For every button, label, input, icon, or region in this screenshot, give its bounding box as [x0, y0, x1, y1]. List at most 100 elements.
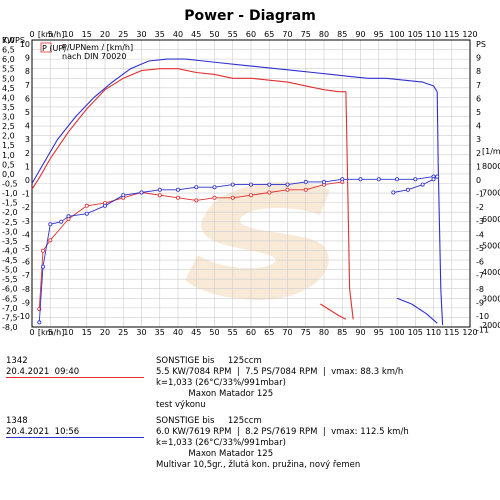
series-1348-rpm-point	[66, 214, 71, 219]
x-tick-label-bottom: 90	[355, 328, 365, 337]
x-tick-label-top: 95	[374, 30, 384, 39]
legend-header-unit: P/UPNem / [km/h]	[62, 43, 133, 52]
kw-tick-label: -7,0	[2, 304, 18, 313]
x-tick-label-bottom: 50	[209, 328, 219, 337]
x-tick-label-top: 110	[426, 30, 441, 39]
x-tick-label-bottom: 85	[337, 328, 347, 337]
legend-header-norm: nach DIN 70020	[62, 52, 126, 61]
series-1348-rpm-point	[212, 185, 217, 190]
rpm-tick-label: 8000	[482, 162, 500, 171]
ps-tick-label-right: -1	[476, 190, 484, 199]
x-tick-label-top: 65	[264, 30, 274, 39]
x-tick-label-bottom: 75	[301, 328, 311, 337]
axis-labels: 0055101015152020252530303535404045455050…	[2, 30, 500, 337]
x-tick-label-bottom: 0	[29, 328, 34, 337]
legend-header-p: P (UP)	[42, 44, 66, 53]
kw-tick-label: -2,5	[2, 218, 18, 227]
x-tick-label-top: 5	[48, 30, 53, 39]
series-1348-rpm-point	[230, 182, 235, 187]
series-layer	[31, 58, 444, 326]
ps-tick-label-left: -2	[22, 203, 30, 212]
ps-tick-label-right: -7	[476, 271, 484, 280]
series-1342-rpm-point	[230, 195, 235, 200]
series-1348-rpm-point	[303, 179, 308, 184]
kw-tick-label: 3,5	[2, 103, 15, 112]
x-tick-label-top: 90	[355, 30, 365, 39]
x-axis-label-bottom: [km/h]	[38, 328, 64, 337]
kw-tick-label: 1,0	[2, 151, 15, 160]
ps-tick-label-right: 1	[476, 162, 481, 171]
x-tick-label-bottom: 110	[426, 328, 441, 337]
series-1348-rpm-point	[84, 211, 89, 216]
ps-tick-label-right: 7	[476, 81, 481, 90]
series-1348-rpm-point	[285, 182, 290, 187]
ps-tick-label-left: 3	[25, 135, 30, 144]
series-1348-rpm-point	[59, 219, 64, 224]
x-tick-label-top: 80	[319, 30, 329, 39]
series-1342-power-line	[31, 68, 346, 190]
kw-tick-label: -1,5	[2, 199, 18, 208]
series-1348-rpm-tail-point	[420, 182, 425, 187]
ps-tick-label-left: 5	[25, 108, 30, 117]
x-tick-label-bottom: 35	[155, 328, 165, 337]
ps-tick-label-right: -3	[476, 217, 484, 226]
x-tick-label-bottom: 30	[136, 328, 146, 337]
series-1348-rpm-tail-point	[391, 190, 396, 195]
rpm-tick-label: 7000	[482, 189, 500, 198]
series-1348-rpm-point	[376, 177, 381, 182]
ps-tick-label-left: 7	[25, 81, 30, 90]
ps-tick-label-right: -8	[476, 285, 484, 294]
x-tick-label-bottom: 100	[389, 328, 404, 337]
x-tick-label-bottom: 115	[444, 328, 459, 337]
kw-tick-label: -3,0	[2, 227, 18, 236]
series-1342-rpm-point	[175, 195, 180, 200]
x-axis-label-top: [km/h]	[38, 30, 64, 39]
legend-datetime: 20.4.2021 10:56	[6, 427, 80, 437]
legend-info-line: 5.5 KW/7084 RPM | 7.5 PS/7084 RPM | vmax…	[156, 367, 404, 377]
kw-tick-label: 0,0	[2, 170, 15, 179]
ps-tick-label-left: 8	[25, 67, 30, 76]
legend-info-line: SONSTIGE bis 125ccm	[156, 416, 262, 426]
kw-tick-label: -1,0	[2, 189, 18, 198]
x-tick-label-top: 75	[301, 30, 311, 39]
x-tick-label-bottom: 95	[374, 328, 384, 337]
series-1342-rpm-point	[84, 203, 89, 208]
x-tick-label-top: 20	[100, 30, 110, 39]
series-1348-rpm-point	[267, 182, 272, 187]
ps-tick-label-left: -5	[22, 244, 30, 253]
ps-tick-label-right: 9	[476, 54, 481, 63]
ps-tick-label-right: 3	[476, 135, 481, 144]
chart-title: Power - Diagram	[184, 8, 316, 24]
ps-tick-label-right: 8	[476, 67, 481, 76]
series-1348-rpm-tail-point	[435, 174, 440, 179]
ps-tick-label-left: 2	[25, 149, 30, 158]
ps-tick-label-right: -9	[476, 298, 484, 307]
legend-id: 1348	[6, 416, 28, 426]
x-tick-label-top: 35	[155, 30, 165, 39]
x-tick-label-bottom: 10	[63, 328, 73, 337]
series-1342-rpm-point	[157, 193, 162, 198]
x-tick-label-top: 115	[444, 30, 459, 39]
ps-tick-label-left: 0	[25, 176, 30, 185]
series-1348-power-drop-line	[436, 91, 444, 326]
series-1342-power-tail-line	[320, 303, 347, 320]
ps-tick-label-right: PS	[476, 40, 486, 49]
kw-tick-label: 2,0	[2, 132, 15, 141]
ps-tick-label-left: -8	[22, 285, 30, 294]
x-tick-label-bottom: 15	[82, 328, 92, 337]
series-1342-rpm-point	[303, 187, 308, 192]
x-tick-label-top: 105	[408, 30, 423, 39]
ps-tick-label-right: 2	[476, 149, 481, 158]
legend-line-blue	[6, 437, 144, 438]
series-1342-rpm-point	[48, 238, 53, 243]
x-tick-label-bottom: 60	[246, 328, 256, 337]
ps-tick-label-left: 9	[25, 54, 30, 63]
ps-tick-label-right: 0	[476, 176, 481, 185]
series-1348-rpm-point	[358, 177, 363, 182]
kw-tick-label: -2,0	[2, 208, 18, 217]
x-tick-label-bottom: 80	[319, 328, 329, 337]
series-1342-power-drop-line	[345, 91, 354, 320]
legend-info-line: Maxon Matador 125	[156, 449, 274, 459]
ps-tick-label-left: 4	[25, 122, 30, 131]
